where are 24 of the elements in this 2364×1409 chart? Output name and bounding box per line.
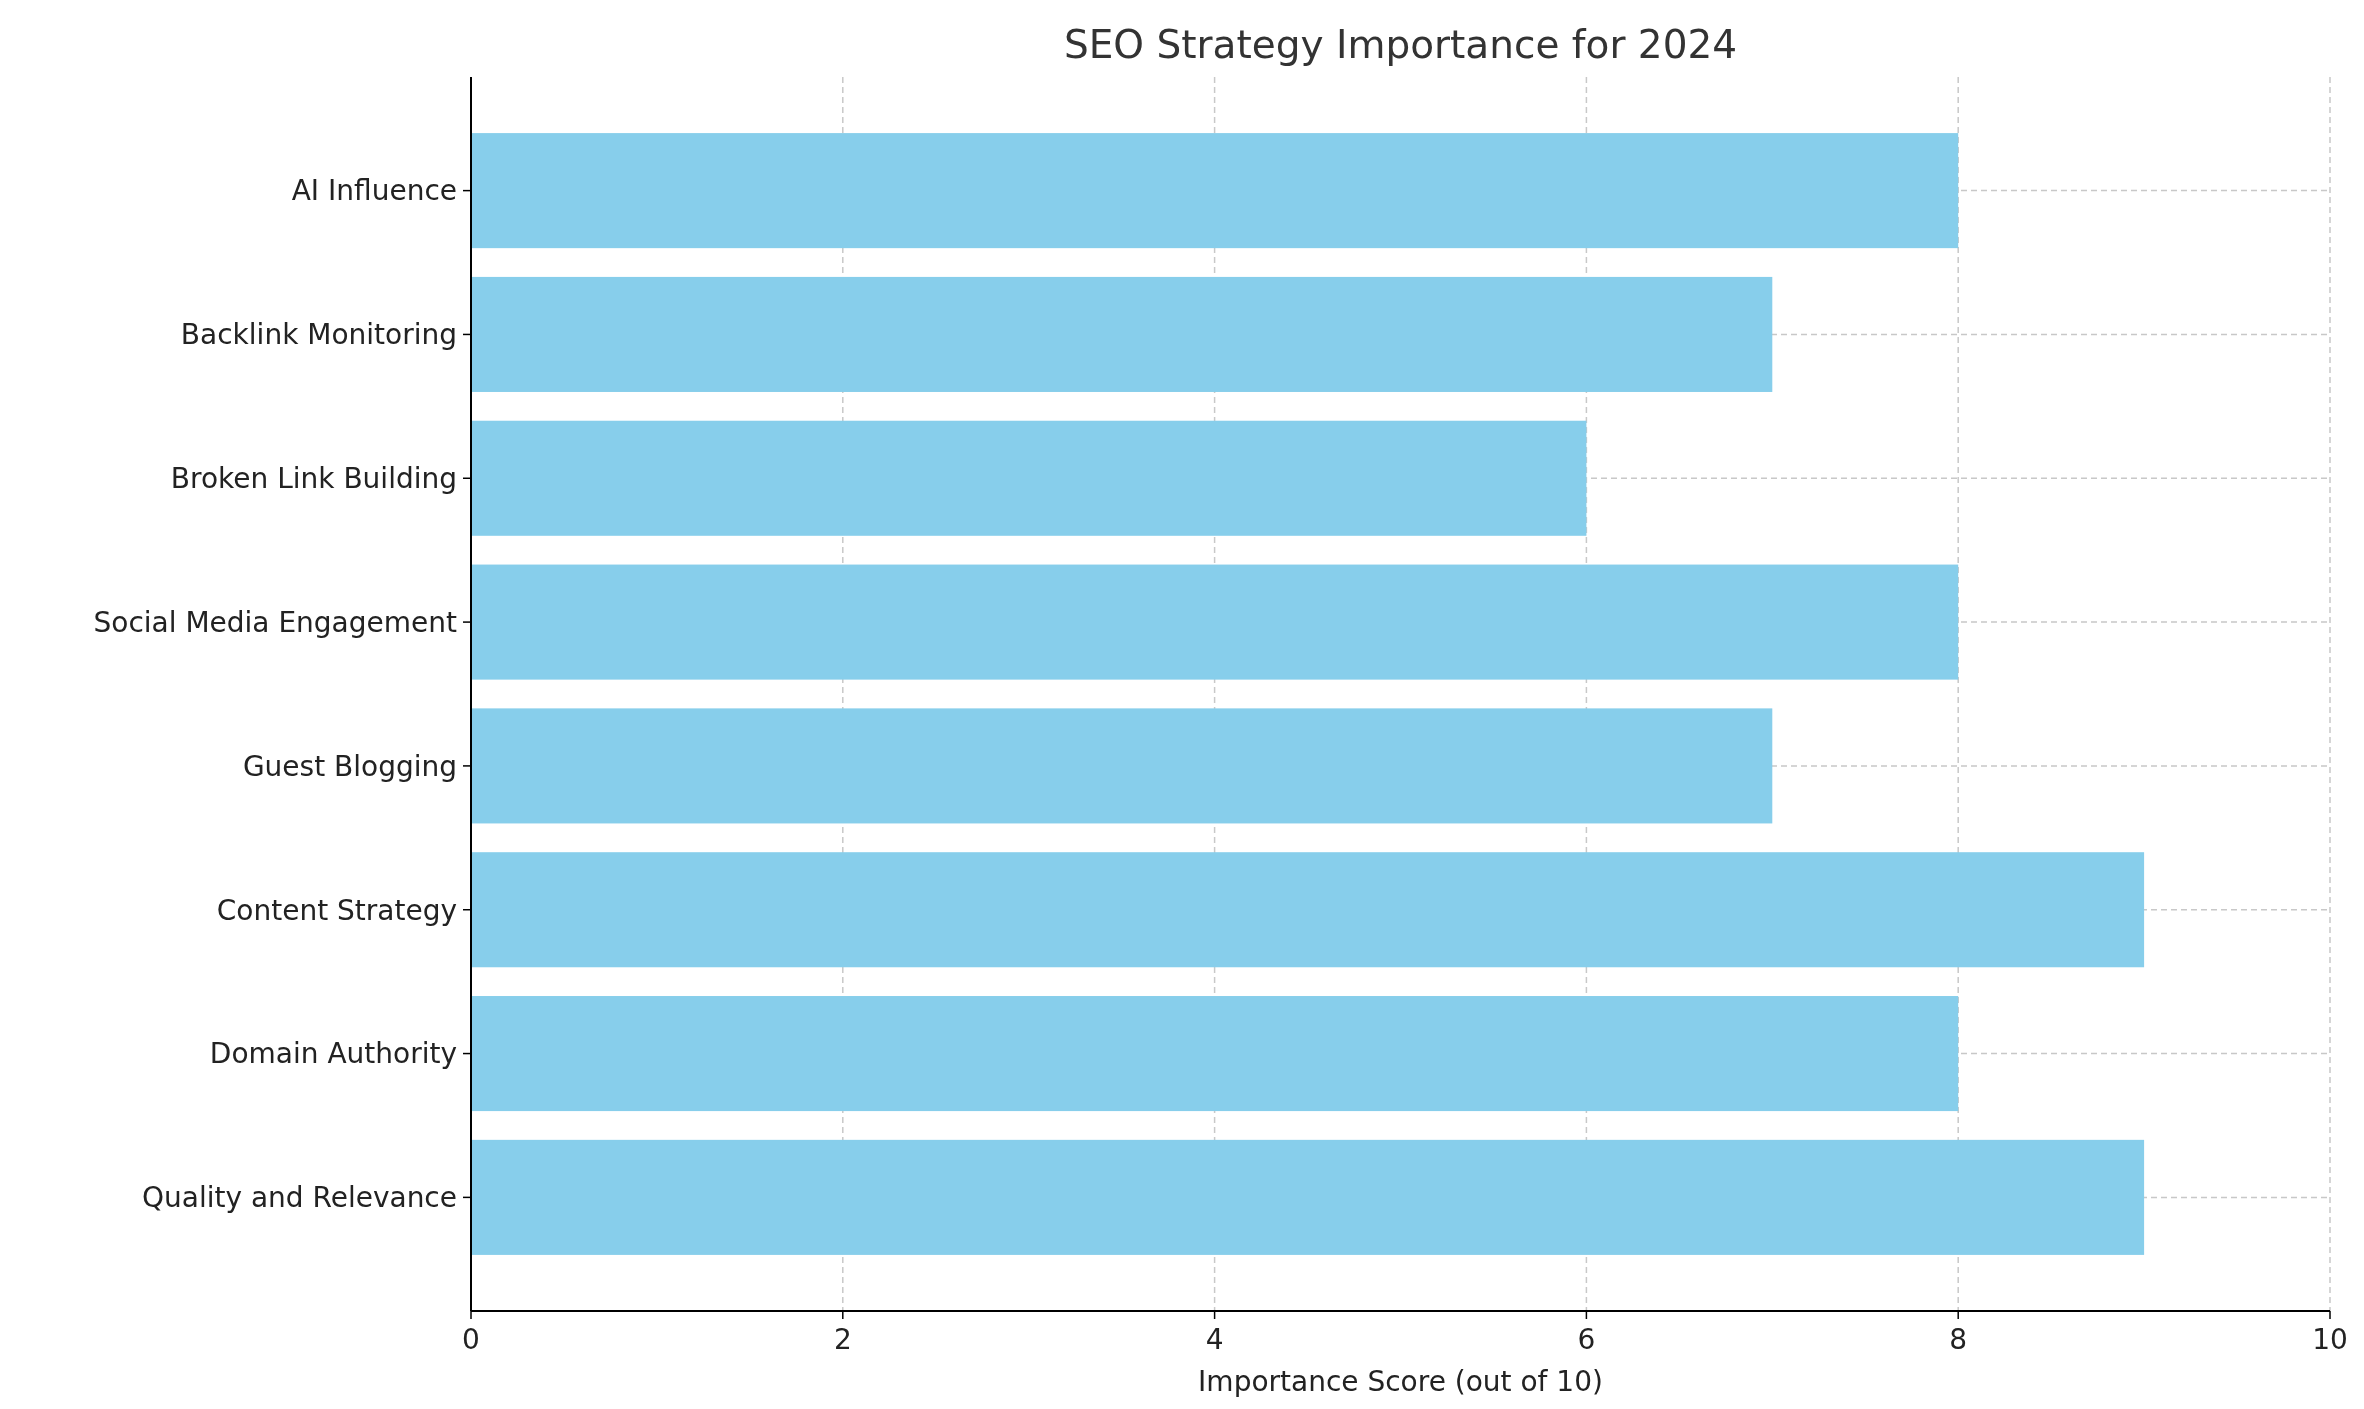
x-tick-label: 8 bbox=[1949, 1323, 1968, 1356]
x-tick-label: 2 bbox=[833, 1323, 852, 1356]
y-tick-label: Quality and Relevance bbox=[141, 1181, 457, 1215]
chart-title: SEO Strategy Importance for 2024 bbox=[1063, 22, 1738, 67]
y-tick-label: Domain Authority bbox=[209, 1037, 457, 1071]
y-tick-label: Content Strategy bbox=[216, 893, 457, 927]
bar bbox=[471, 996, 1959, 1112]
bar bbox=[471, 133, 1959, 249]
bar bbox=[471, 564, 1959, 680]
bar bbox=[471, 420, 1587, 536]
x-tick-label: 0 bbox=[462, 1323, 480, 1356]
y-tick-label: Social Media Engagement bbox=[93, 605, 458, 639]
y-tick-label: Broken Link Building bbox=[170, 462, 457, 496]
y-tick-label: Guest Blogging bbox=[242, 749, 457, 783]
bar bbox=[471, 276, 1773, 392]
x-tick-label: 6 bbox=[1577, 1323, 1596, 1356]
bar bbox=[471, 1139, 2145, 1255]
x-axis-title: Importance Score (out of 10) bbox=[1198, 1365, 1603, 1398]
y-tick-label: Backlink Monitoring bbox=[180, 318, 457, 352]
bar bbox=[471, 708, 1773, 824]
y-tick-label: AI Influence bbox=[291, 174, 457, 208]
x-tick-label: 4 bbox=[1205, 1323, 1224, 1356]
bar bbox=[471, 852, 2145, 968]
x-tick-label: 10 bbox=[2312, 1323, 2348, 1356]
